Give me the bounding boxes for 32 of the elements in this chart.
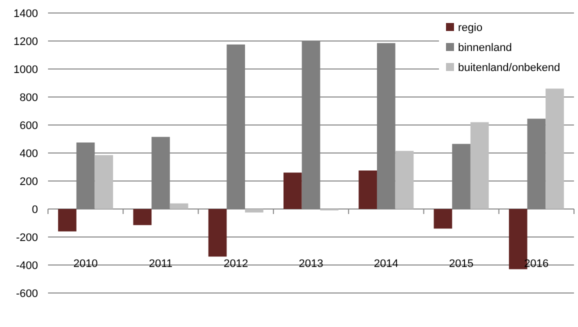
y-tick-label: 800 [20,92,38,104]
bar [58,209,76,232]
y-tick-label: -200 [16,232,38,244]
y-tick-label: -600 [16,288,38,300]
bar [546,88,564,209]
x-tick-label: 2012 [224,258,248,270]
x-tick-label: 2010 [73,258,98,270]
bar [245,209,264,212]
x-tick-label: 2013 [298,258,324,270]
x-tick-label: 2011 [148,258,173,270]
y-tick-label: 600 [20,120,38,132]
legend-label: binnenland [458,42,512,54]
legend-label: buitenland/onbekend [458,62,560,74]
y-tick-label: 1200 [14,36,38,48]
x-tick-label: 2015 [449,258,474,270]
y-tick-label: 0 [32,204,38,216]
bar [170,203,188,209]
bar [395,150,414,209]
y-tick-label: 1400 [14,8,38,20]
bar [208,209,227,257]
bar [284,172,302,209]
x-tick-label: 2014 [374,258,398,270]
y-tick-label: 1000 [14,64,38,76]
y-tick-label: 400 [20,148,38,160]
y-tick-label: -400 [16,260,38,272]
legend-label: regio [458,22,482,34]
bar [94,155,114,209]
y-tick-label: 200 [20,176,38,188]
bar [434,209,452,229]
bar [470,122,489,209]
bar [358,170,377,209]
bar [133,209,152,226]
